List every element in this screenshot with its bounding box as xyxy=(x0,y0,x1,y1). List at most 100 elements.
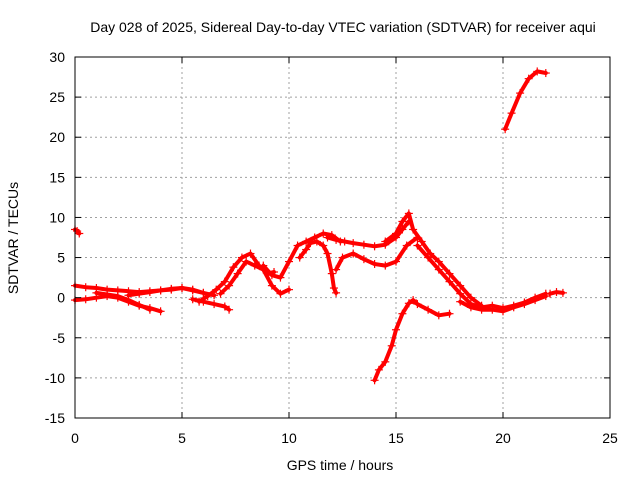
data-point xyxy=(340,237,349,246)
data-point xyxy=(156,286,165,295)
data-point xyxy=(332,265,341,274)
series-arc-15 xyxy=(456,292,550,316)
data-point xyxy=(524,74,533,83)
data-point xyxy=(409,225,418,234)
data-point xyxy=(558,288,567,297)
plot-area xyxy=(71,67,567,385)
data-point xyxy=(293,241,302,250)
data-point xyxy=(381,261,390,270)
series-arc-4 xyxy=(92,288,154,314)
data-point xyxy=(359,255,368,264)
data-point xyxy=(417,237,426,246)
x-tick-label: 5 xyxy=(178,430,186,446)
data-point xyxy=(246,249,255,258)
series-arc-8 xyxy=(216,257,293,298)
y-tick-label: -5 xyxy=(53,330,66,346)
data-point xyxy=(359,240,368,249)
data-point xyxy=(445,309,454,318)
data-point xyxy=(237,253,246,262)
data-point xyxy=(225,281,234,290)
data-point xyxy=(216,289,225,298)
data-point xyxy=(398,309,407,318)
data-point xyxy=(392,229,400,238)
data-point xyxy=(145,305,154,314)
series-arc-1 xyxy=(71,225,84,238)
data-point xyxy=(392,325,400,334)
data-point xyxy=(531,296,540,305)
data-point xyxy=(402,241,411,250)
data-point xyxy=(220,277,229,286)
data-point xyxy=(456,297,465,306)
data-point xyxy=(92,288,101,297)
y-axis-label: SDTVAR / TECUs xyxy=(5,182,21,294)
data-point xyxy=(445,269,454,278)
data-point xyxy=(404,299,413,308)
data-point xyxy=(75,229,84,238)
data-point xyxy=(398,217,407,226)
data-point xyxy=(329,284,338,293)
series-trace xyxy=(372,298,452,383)
data-point xyxy=(541,292,550,301)
data-point xyxy=(225,305,234,314)
data-point xyxy=(392,257,400,266)
data-point xyxy=(319,241,328,250)
data-point xyxy=(276,273,285,282)
data-point xyxy=(488,305,497,314)
y-tick-label: 0 xyxy=(57,290,65,306)
y-tick-label: 10 xyxy=(49,209,65,225)
data-point xyxy=(516,89,525,98)
data-point xyxy=(242,257,251,266)
data-point xyxy=(188,295,197,304)
data-point xyxy=(387,341,396,350)
data-point xyxy=(541,69,550,78)
data-point xyxy=(332,235,341,244)
series-trace xyxy=(415,243,548,311)
series-arc-17 xyxy=(501,67,550,134)
data-point xyxy=(250,261,259,270)
data-point xyxy=(349,249,358,258)
data-point xyxy=(434,311,443,320)
series-arc-18 xyxy=(546,288,567,298)
y-tick-label: 15 xyxy=(49,169,65,185)
data-point xyxy=(466,303,475,312)
data-point xyxy=(81,295,90,304)
series-arc-16 xyxy=(370,296,454,385)
data-point xyxy=(332,288,341,297)
y-tick-label: 5 xyxy=(57,250,65,266)
data-point xyxy=(349,239,358,248)
data-point xyxy=(295,253,304,262)
data-point xyxy=(509,303,518,312)
data-point xyxy=(404,209,413,218)
data-point xyxy=(426,249,435,258)
data-point xyxy=(327,269,336,278)
data-point xyxy=(135,289,144,298)
data-point xyxy=(434,265,443,274)
x-tick-label: 15 xyxy=(388,430,404,446)
data-point xyxy=(302,237,311,246)
x-axis-label: GPS time / hours xyxy=(287,457,394,473)
data-point xyxy=(312,237,321,246)
data-point xyxy=(285,285,293,294)
series-trace xyxy=(383,211,484,308)
data-point xyxy=(319,229,328,238)
data-point xyxy=(552,288,561,297)
series-arc-5 xyxy=(124,284,208,300)
data-point xyxy=(533,67,542,76)
data-point xyxy=(195,297,204,306)
data-point xyxy=(424,305,433,314)
data-point xyxy=(259,261,268,270)
data-point xyxy=(499,307,507,316)
data-point xyxy=(507,109,516,118)
data-point xyxy=(199,288,208,297)
series-arc-12 xyxy=(332,233,422,274)
data-point xyxy=(302,245,311,254)
data-point xyxy=(413,300,422,309)
series-trace xyxy=(503,69,548,132)
data-point xyxy=(338,253,347,262)
data-point xyxy=(434,257,443,266)
data-point xyxy=(285,257,293,266)
y-tick-label: 20 xyxy=(49,129,65,145)
data-point xyxy=(229,263,238,272)
data-point xyxy=(113,292,122,301)
